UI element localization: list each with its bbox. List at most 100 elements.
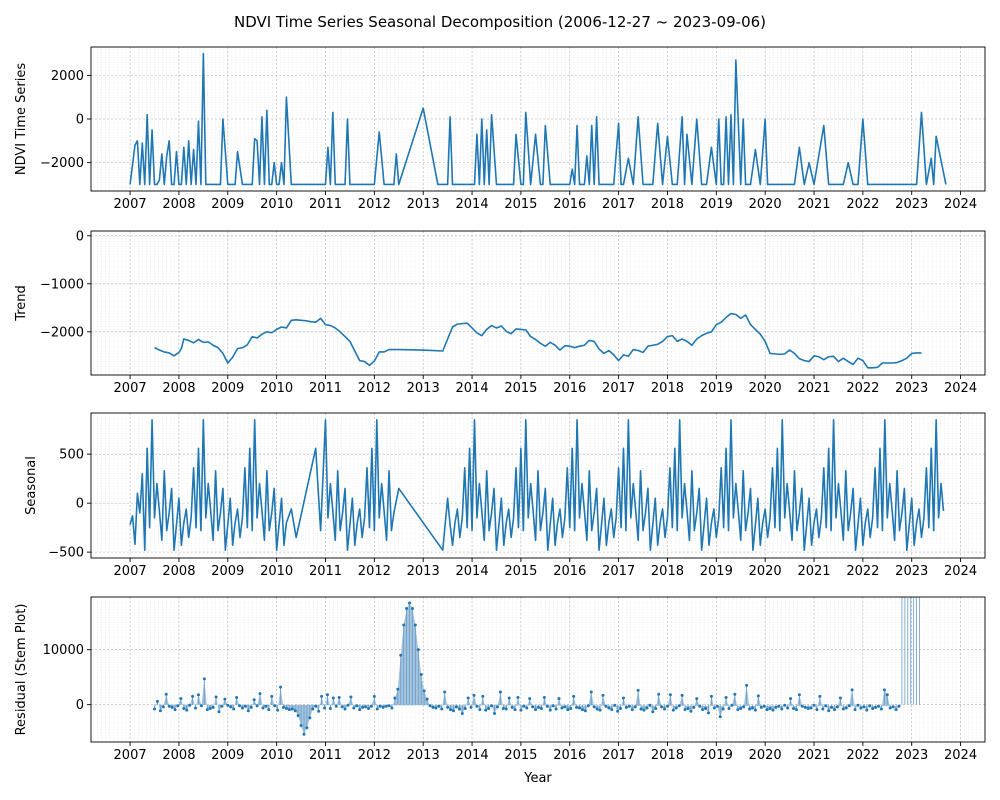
panel-residual: 2007 2008 2009 2010 2011 2012 2013 2014 2015 2016… xyxy=(14,0,986,763)
stem-marker xyxy=(830,705,834,709)
stem-marker xyxy=(868,704,872,708)
stem-marker xyxy=(630,708,634,712)
stem-marker xyxy=(196,693,200,697)
y-axis-label: Seasonal xyxy=(24,456,39,515)
stem-marker xyxy=(504,707,508,711)
stem-marker xyxy=(724,696,728,700)
stem-marker xyxy=(205,708,209,712)
y-axis-label: Trend xyxy=(14,285,29,322)
x-tick-label: 2016 xyxy=(553,381,586,396)
stem-marker xyxy=(750,706,754,710)
stem-marker xyxy=(689,709,693,713)
y-axis-label: Residual (Stem Plot) xyxy=(14,604,29,736)
x-tick-label: 2008 xyxy=(162,564,195,579)
stem-marker xyxy=(182,706,186,710)
stem-marker xyxy=(279,685,283,689)
stem-marker xyxy=(153,707,157,711)
stem-marker xyxy=(668,693,672,697)
stem-marker xyxy=(844,706,848,710)
stem-marker xyxy=(774,705,778,709)
stem-marker xyxy=(800,704,804,708)
stem-marker xyxy=(498,690,502,694)
x-tick-label: 2024 xyxy=(944,197,977,212)
stem-marker xyxy=(733,692,737,696)
stem-marker xyxy=(293,709,297,713)
stem-marker xyxy=(466,696,470,700)
x-tick-label: 2009 xyxy=(211,748,244,763)
stem-marker xyxy=(481,694,485,698)
stem-marker xyxy=(443,690,447,694)
stem-marker xyxy=(434,706,438,710)
grid xyxy=(91,47,986,191)
stem-marker xyxy=(317,709,321,713)
stem-marker xyxy=(402,623,406,627)
stem-marker xyxy=(598,708,602,712)
x-tick-label: 2010 xyxy=(260,381,293,396)
stem-marker xyxy=(583,709,587,713)
stem-marker xyxy=(727,706,731,710)
stem-marker xyxy=(220,704,224,708)
stem-marker xyxy=(586,704,590,708)
stem-marker xyxy=(340,705,344,709)
stem-marker xyxy=(756,694,760,698)
series xyxy=(129,419,945,551)
stem-marker xyxy=(838,696,842,700)
stem-marker xyxy=(167,704,171,708)
stem-marker xyxy=(531,705,535,709)
y-tick-label: 0 xyxy=(76,113,84,128)
y-axis-label: NDVI Time Series xyxy=(14,63,29,176)
stem-marker xyxy=(223,697,227,701)
stem-marker xyxy=(885,693,889,697)
stem-marker xyxy=(671,708,675,712)
stem-marker xyxy=(501,706,505,710)
stem-marker xyxy=(261,706,265,710)
x-tick-label: 2021 xyxy=(797,564,830,579)
stem-marker xyxy=(566,708,570,712)
x-ticks: 2007 2008 2009 2010 2011 2012 2013 2014 2015 2016… xyxy=(114,742,977,763)
stem-marker xyxy=(665,704,669,708)
x-ticks: 2007 2008 2009 2010 2011 2012 2013 2014 2015 2016… xyxy=(114,558,977,579)
stem-marker xyxy=(296,714,300,718)
stem-marker xyxy=(507,696,511,700)
stem-marker xyxy=(328,706,332,710)
stem-marker xyxy=(387,704,391,708)
stem-marker xyxy=(847,704,851,708)
y-tick-label: 0 xyxy=(76,229,84,244)
x-tick-label: 2022 xyxy=(846,748,879,763)
stem-marker xyxy=(900,0,903,2)
stem-marker xyxy=(809,706,813,710)
stem-marker xyxy=(633,705,637,709)
y-ticks: −2000 −1000 0 xyxy=(40,229,91,340)
stem-marker xyxy=(730,703,734,707)
stem-marker xyxy=(739,706,743,710)
x-tick-label: 2011 xyxy=(309,564,342,579)
stem-marker xyxy=(686,706,690,710)
stem-marker xyxy=(841,707,845,711)
stem-marker xyxy=(721,707,725,711)
stem-marker xyxy=(478,708,482,712)
x-tick-label: 2024 xyxy=(944,564,977,579)
stem-marker xyxy=(276,708,280,712)
stem-marker xyxy=(446,705,450,709)
stem-marker xyxy=(463,706,467,710)
stem-marker xyxy=(372,694,376,698)
stem-marker xyxy=(595,707,599,711)
x-tick-label: 2014 xyxy=(456,564,489,579)
series xyxy=(129,52,947,186)
stem-marker xyxy=(425,697,429,701)
stem-marker xyxy=(249,705,253,709)
stem-marker xyxy=(325,693,329,697)
x-axis-label: Year xyxy=(523,771,552,786)
stem-marker xyxy=(777,704,781,708)
stem-marker xyxy=(903,0,906,2)
stem-marker xyxy=(912,0,915,2)
x-tick-label: 2010 xyxy=(260,564,293,579)
x-ticks: 2007 2008 2009 2010 2011 2012 2013 2014 2015 2016… xyxy=(114,191,977,212)
stem-marker xyxy=(862,705,866,709)
x-tick-label: 2023 xyxy=(895,748,928,763)
stem-marker xyxy=(460,711,464,715)
stem-marker xyxy=(449,708,453,712)
x-tick-label: 2018 xyxy=(651,197,684,212)
stem-marker xyxy=(240,706,244,710)
stem-marker xyxy=(624,705,628,709)
